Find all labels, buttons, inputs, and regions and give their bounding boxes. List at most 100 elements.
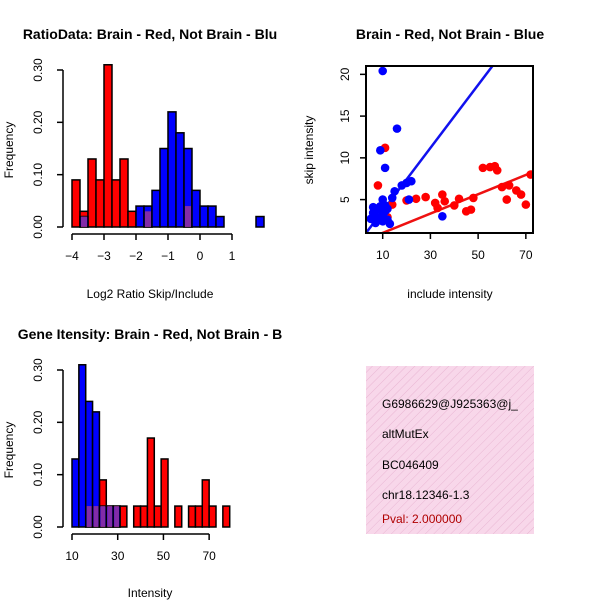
ratio-bar-blue-17 [207, 205, 217, 228]
ratio-bar-red-6 [119, 158, 129, 228]
intensity-histogram-xlabel: Intensity [128, 586, 173, 600]
scatter-point-blue-9 [376, 146, 385, 155]
scatter-point-red-11 [449, 201, 459, 210]
scatter-axes: 5 10 15 20 10 30 50 70 [338, 65, 534, 262]
scatter-point-blue-21 [390, 186, 399, 196]
ratio-bar-blue-12 [167, 111, 177, 228]
scatter-point-red-19 [492, 166, 502, 175]
scatter-point-red-9 [438, 190, 447, 199]
scatter-point-blue-22 [392, 124, 402, 133]
intensity-bar-red-7 [119, 505, 128, 528]
ratio-bar-blue-23 [255, 215, 265, 228]
ratio-xtick-label-2: −2 [129, 249, 143, 263]
intensity-histogram-ylabel: Frequency [2, 422, 16, 479]
scatter-point-red-10 [440, 196, 450, 206]
intensity-bar-red-10 [139, 505, 149, 528]
scatter-point-blue-25 [404, 195, 414, 204]
intensity-xtick-label-0: 10 [65, 549, 79, 563]
scatter-point-red-8 [433, 203, 442, 213]
ratio-bar-red-5 [111, 179, 121, 228]
intensity-xtick-label-1: 30 [111, 549, 125, 563]
scatter-point-red-15 [469, 193, 478, 203]
scatter-frame [365, 65, 534, 234]
scatter-point-red-26 [526, 170, 533, 179]
scatter-fit-red [379, 170, 533, 233]
scatter-ytick-label-3: 20 [338, 67, 352, 81]
intensity-ytick-label-2: 0.20 [31, 410, 45, 434]
scatter-point-red-21 [502, 195, 512, 204]
intensity-xtick-label-2: 50 [157, 549, 171, 563]
ratio-ytick-label-0: 0.00 [31, 215, 45, 239]
intensity-bar-red-19 [201, 479, 210, 528]
ratio-xtick-label-4: 0 [197, 249, 204, 263]
scatter-point-blue-19 [385, 219, 395, 229]
scatter-point-blue-26 [407, 176, 416, 186]
ratio-histogram: RatioData: Brain - Red, Not Brain - Blu … [2, 26, 277, 301]
ratio-bar-blue-16 [199, 205, 209, 228]
ratio-bar-blue-15 [191, 189, 201, 228]
ratio-ytick-label-3: 0.30 [31, 58, 45, 82]
scatter-point-blue-13 [378, 66, 388, 76]
ratio-bar-blue-13 [175, 132, 185, 228]
info-accession: BC046409 [382, 458, 439, 472]
ratio-bar-red-2 [87, 158, 97, 228]
ratio-histogram-bars [71, 64, 265, 228]
scatter-point-red-5 [411, 194, 421, 204]
intensity-bar-blue-0 [71, 458, 80, 528]
ratio-xtick-label-5: 1 [229, 249, 236, 263]
info-pval: Pval: 2.000000 [382, 512, 462, 526]
intensity-bar-red-15 [174, 505, 183, 528]
intensity-bar-overlap-2 [86, 506, 92, 527]
intensity-ytick-label-1: 0.10 [31, 463, 45, 487]
intensity-bar-red-17 [187, 505, 197, 528]
intensity-bar-red-9 [132, 505, 142, 528]
info-box-background [366, 366, 534, 534]
scatter-point-red-22 [504, 181, 514, 190]
scatter-xlabel: include intensity [407, 287, 492, 301]
ratio-bar-overlap-9 [145, 211, 151, 227]
ratio-histogram-ylabel: Frequency [2, 122, 16, 179]
intensity-histogram: Gene Itensity: Brain - Red, Not Brain - … [2, 326, 282, 600]
intensity-bar-red-20 [208, 505, 217, 528]
scatter-plot: Brain - Red, Not Brain - Blue 5 10 15 20 10 3… [302, 26, 544, 301]
scatter-title: Brain - Red, Not Brain - Blue [356, 26, 544, 42]
info-event-type: altMutEx [382, 427, 429, 441]
scatter-point-blue-20 [387, 193, 397, 203]
ratio-histogram-axes: 0.00 0.10 0.20 0.30 −4 −3 −2 −1 0 1 [31, 58, 235, 263]
scatter-ylabel: skip intensity [302, 116, 316, 185]
intensity-histogram-title: Gene Itensity: Brain - Red, Not Brain - … [18, 326, 282, 342]
scatter-point-blue-16 [380, 163, 390, 173]
ratio-bar-red-3 [95, 179, 105, 228]
ratio-xtick-label-0: −4 [65, 249, 79, 263]
ratio-bar-blue-8 [135, 205, 145, 228]
ratio-xtick-label-3: −1 [161, 249, 175, 263]
scatter-point-blue-27 [438, 212, 447, 221]
ratio-xtick-label-1: −3 [97, 249, 111, 263]
info-gene-id: G6986629@J925363@j_ [382, 397, 518, 411]
scatter-point-red-6 [421, 192, 430, 202]
scatter-point-red-14 [466, 205, 476, 214]
intensity-bar-overlap-4 [100, 506, 106, 527]
ratio-bar-blue-18 [215, 215, 225, 228]
intensity-bar-red-22 [222, 505, 231, 528]
scatter-xtick-label-2: 50 [471, 248, 485, 262]
scatter-xtick-label-0: 10 [376, 248, 390, 262]
scatter-xtick-label-3: 70 [519, 248, 533, 262]
intensity-histogram-axes: 0.00 0.10 0.20 0.30 10 30 50 70 [31, 358, 216, 563]
scatter-ytick-label-1: 10 [338, 151, 352, 165]
scatter-point-blue-18 [383, 204, 392, 214]
intensity-xtick-label-3: 70 [202, 549, 216, 563]
intensity-bar-overlap-6 [114, 506, 119, 527]
info-location: chr18.12346-1.3 [382, 488, 470, 502]
info-box: G6986629@J925363@j_ altMutEx BC046409 ch… [366, 366, 534, 534]
ratio-bar-red-7 [127, 210, 137, 228]
scatter-point-red-24 [516, 190, 526, 199]
scatter-ytick-label-2: 15 [338, 109, 352, 123]
intensity-histogram-bars [71, 364, 231, 528]
intensity-bar-red-11 [146, 437, 156, 528]
scatter-point-red-12 [454, 194, 464, 204]
intensity-bar-red-18 [194, 505, 204, 528]
scatter-ytick-label-0: 5 [338, 196, 352, 203]
intensity-bar-blue-1 [78, 364, 87, 528]
